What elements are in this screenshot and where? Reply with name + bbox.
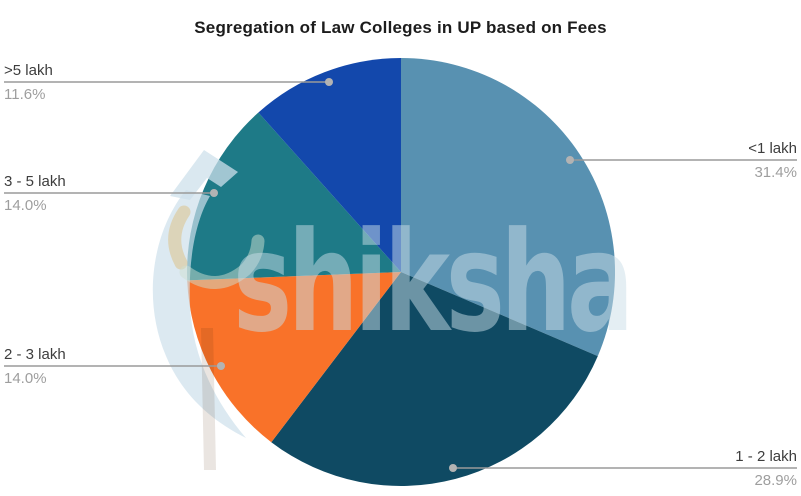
pie-slice bbox=[258, 58, 401, 272]
pie-slice bbox=[187, 112, 401, 281]
slice-callout: >5 lakh 11.6% bbox=[4, 60, 53, 106]
pie-slice bbox=[271, 272, 598, 486]
slice-percentage: 14.0% bbox=[4, 197, 47, 214]
callout-dot bbox=[449, 464, 457, 472]
slice-percentage: 14.0% bbox=[4, 370, 47, 387]
watermark-ring-arc-tan bbox=[168, 205, 191, 270]
slice-label: 3 - 5 lakh bbox=[4, 173, 66, 190]
pie-slice bbox=[401, 58, 616, 357]
watermark-logo bbox=[152, 150, 265, 470]
slice-label: >5 lakh bbox=[4, 62, 53, 79]
slice-callout: 3 - 5 lakh 14.0% bbox=[4, 171, 66, 217]
slice-percentage: 31.4% bbox=[754, 164, 797, 181]
callout-dot bbox=[210, 189, 218, 197]
watermark-ring-arc-sage bbox=[179, 234, 265, 289]
watermark-stem bbox=[201, 328, 216, 470]
pie-slices bbox=[187, 58, 616, 486]
callout-dot bbox=[325, 78, 333, 86]
slice-callout: 1 - 2 lakh 28.9% bbox=[735, 446, 797, 492]
slice-callout: 2 - 3 lakh 14.0% bbox=[4, 344, 66, 390]
slice-callout: <1 lakh 31.4% bbox=[748, 138, 797, 184]
callout-dot bbox=[217, 362, 225, 370]
callout-lines bbox=[4, 78, 797, 472]
slice-label: <1 lakh bbox=[748, 140, 797, 157]
slice-label: 1 - 2 lakh bbox=[735, 448, 797, 465]
slice-percentage: 11.6% bbox=[4, 86, 46, 103]
slice-percentage: 28.9% bbox=[754, 472, 797, 489]
pie-slice bbox=[187, 272, 401, 443]
chart-title: Segregation of Law Colleges in UP based … bbox=[194, 18, 607, 37]
callout-dot bbox=[566, 156, 574, 164]
slice-label: 2 - 3 lakh bbox=[4, 346, 66, 363]
watermark-arrow-icon bbox=[170, 150, 238, 200]
